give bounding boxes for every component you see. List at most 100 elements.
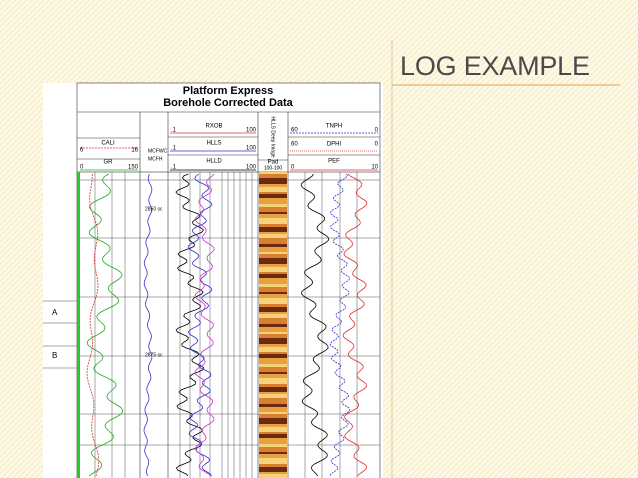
image-stripe bbox=[259, 318, 287, 324]
image-stripe bbox=[259, 294, 287, 298]
log-curve bbox=[86, 173, 124, 477]
image-stripe bbox=[259, 292, 287, 294]
curve-name: RXOB bbox=[205, 124, 222, 130]
image-stripe bbox=[259, 238, 287, 244]
image-stripe bbox=[259, 394, 287, 398]
image-stripe bbox=[259, 464, 287, 467]
image-stripe bbox=[259, 414, 287, 418]
image-stripe bbox=[259, 352, 287, 354]
image-stripe bbox=[259, 447, 287, 452]
image-stripe bbox=[259, 354, 287, 358]
image-stripe bbox=[259, 418, 287, 424]
scale-max: 10 bbox=[371, 165, 378, 171]
image-stripe bbox=[259, 324, 287, 327]
image-stripe bbox=[259, 247, 287, 252]
log-curve bbox=[342, 173, 368, 477]
image-stripe bbox=[259, 207, 287, 212]
image-stripe bbox=[259, 212, 287, 214]
image-stripe bbox=[259, 427, 287, 432]
depth-grid bbox=[80, 172, 380, 478]
image-stripe bbox=[259, 412, 287, 414]
zone-label: B bbox=[52, 351, 57, 360]
image-stripe bbox=[259, 372, 287, 374]
image-stripe bbox=[259, 434, 287, 438]
log-curve bbox=[143, 173, 153, 477]
image-stripe bbox=[259, 272, 287, 274]
image-stripe bbox=[259, 314, 287, 318]
scale-min: 60 bbox=[291, 142, 298, 148]
image-stripe bbox=[259, 364, 287, 367]
image-stripe bbox=[259, 467, 287, 472]
image-stripe bbox=[259, 472, 287, 474]
image-stripe bbox=[259, 312, 287, 314]
image-stripe bbox=[259, 444, 287, 447]
log-curve bbox=[86, 174, 100, 477]
image-stripe bbox=[259, 227, 287, 232]
curve-name: DPHI bbox=[327, 142, 342, 148]
image-stripe bbox=[259, 267, 287, 272]
image-stripe bbox=[259, 178, 287, 184]
image-stripe bbox=[259, 374, 287, 378]
curve-name: TNPH bbox=[326, 124, 342, 130]
curve-name: GR bbox=[104, 160, 114, 166]
curve-name: PEF bbox=[328, 159, 340, 165]
image-stripe bbox=[259, 454, 287, 458]
curve-name: MCFWC bbox=[148, 148, 168, 154]
image-stripe bbox=[259, 424, 287, 427]
log-curve bbox=[194, 173, 215, 477]
log-background bbox=[43, 83, 383, 478]
header-frame bbox=[76, 82, 381, 173]
image-stripe bbox=[259, 287, 287, 292]
scale-max: 0 bbox=[375, 142, 379, 148]
scale-min: .1 bbox=[171, 165, 177, 171]
track-label: HLLS Deep Image bbox=[270, 116, 276, 157]
image-stripe bbox=[259, 174, 287, 178]
image-stripe bbox=[259, 474, 287, 478]
image-stripe bbox=[259, 358, 287, 364]
borehole-image bbox=[259, 172, 287, 478]
log-curve bbox=[300, 173, 330, 477]
image-stripe bbox=[259, 304, 287, 307]
header-separators bbox=[77, 112, 380, 172]
scale-range: 100-100 bbox=[264, 165, 283, 171]
image-stripe bbox=[259, 198, 287, 204]
image-stripe bbox=[259, 334, 287, 338]
scale-min: 0 bbox=[80, 165, 84, 171]
image-stripe bbox=[259, 194, 287, 198]
image-stripe bbox=[259, 264, 287, 267]
image-stripe bbox=[259, 187, 287, 192]
image-stripe bbox=[259, 347, 287, 352]
image-stripe bbox=[259, 327, 287, 332]
image-stripe bbox=[259, 452, 287, 454]
image-stripe bbox=[259, 432, 287, 434]
image-stripe bbox=[259, 387, 287, 392]
image-stripe bbox=[259, 284, 287, 287]
zone-lines bbox=[43, 300, 77, 369]
scale-min: .1 bbox=[171, 146, 177, 152]
image-stripe bbox=[259, 298, 287, 304]
image-stripe bbox=[259, 378, 287, 384]
log-title: Platform Express bbox=[183, 85, 273, 97]
gr-baseline bbox=[77, 172, 80, 478]
image-stripe bbox=[259, 458, 287, 464]
header-curve-keys bbox=[80, 132, 378, 171]
image-stripe bbox=[259, 214, 287, 218]
scale-max: 100 bbox=[246, 165, 257, 171]
image-stripe bbox=[259, 204, 287, 207]
log-curve bbox=[175, 173, 205, 477]
image-stripe bbox=[259, 384, 287, 387]
log-curves bbox=[86, 173, 368, 477]
image-stripe bbox=[259, 218, 287, 224]
image-stripe bbox=[259, 224, 287, 227]
image-stripe bbox=[259, 258, 287, 264]
image-stripe bbox=[259, 254, 287, 258]
scale-min: 6 bbox=[80, 148, 84, 154]
image-stripe bbox=[259, 438, 287, 444]
image-stripe bbox=[259, 307, 287, 312]
image-stripe bbox=[259, 367, 287, 372]
slide-title: LOG EXAMPLE bbox=[400, 51, 590, 81]
scale-max: 100 bbox=[246, 146, 257, 152]
image-stripe bbox=[259, 332, 287, 334]
log-image: Platform Express Borehole Corrected Data… bbox=[43, 82, 383, 478]
